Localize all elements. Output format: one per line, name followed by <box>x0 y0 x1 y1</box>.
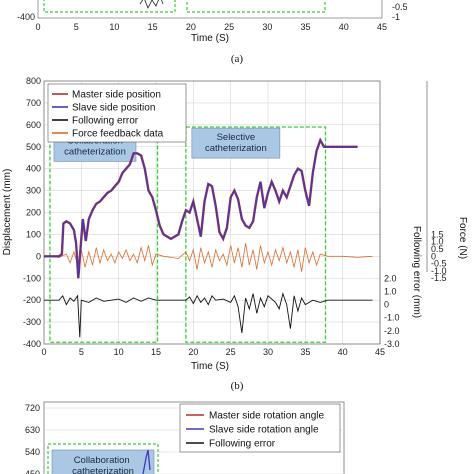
legend-label: Following error <box>72 116 139 127</box>
force-tick-label: -0.5 <box>431 259 447 269</box>
error-tick-label: 1.0 <box>384 286 397 296</box>
top-y-tick: -400 <box>17 12 35 22</box>
bottom-region-label-box <box>51 449 155 474</box>
bottom-chart: 720 630 540 450 Collaboration catheterizati… <box>25 401 345 474</box>
bottom-y-tick-label: 540 <box>25 447 40 457</box>
x-tick-label: 35 <box>300 347 310 357</box>
x-tick-label: 20 <box>188 347 198 357</box>
y-tick-label: 400 <box>26 164 41 174</box>
bottom-legend-label: Following error <box>209 439 276 450</box>
region-label: Selective catheterization <box>205 132 267 154</box>
error-tick-label: 2.0 <box>384 273 397 283</box>
series-following-error <box>44 292 373 338</box>
top-series-trace <box>139 0 164 9</box>
bottom-region-collaboration <box>47 443 159 474</box>
top-x-tick: 45 <box>377 22 387 32</box>
middle-chart: CollaborationcatheterizationSelectivecat… <box>2 76 468 392</box>
bottom-y-tick-label: 630 <box>25 425 40 435</box>
top-x-tick: 0 <box>35 22 40 32</box>
middle-force-ticks: 1.51.00.50-0.5-1.0-1.5 <box>431 229 447 283</box>
top-x-tick: 25 <box>224 22 234 32</box>
top-x-tick: 35 <box>301 22 311 32</box>
top-right-tick: -0.5 <box>392 2 408 12</box>
top-x-axis-label: Time (S) <box>191 33 229 44</box>
middle-x-axis-label: Time (S) <box>191 361 229 372</box>
force-tick-label: -1.5 <box>431 273 447 283</box>
middle-error-axis-label: Following error (mm) <box>411 226 422 318</box>
y-tick-label: 300 <box>26 186 41 196</box>
bottom-slave-trace <box>142 449 151 474</box>
force-tick-label: 0 <box>431 251 436 261</box>
legend-label: Slave side position <box>72 103 155 114</box>
y-tick-label: -100 <box>23 273 41 283</box>
region-label-box <box>191 127 281 159</box>
force-tick-label: 1.5 <box>431 229 444 239</box>
top-right-tick: -1 <box>392 12 400 22</box>
y-tick-label: 700 <box>26 98 41 108</box>
top-x-ticks: 0 5 10 15 20 25 30 35 40 45 <box>35 22 387 32</box>
top-x-tick: 30 <box>262 22 272 32</box>
y-tick-label: -400 <box>23 339 41 349</box>
middle-series <box>43 137 373 338</box>
force-tick-label: 0.5 <box>431 244 444 254</box>
x-tick-label: 25 <box>226 347 236 357</box>
top-region-selective <box>186 0 326 13</box>
bottom-y-ticks: 720 630 540 450 <box>25 403 40 474</box>
error-tick-label: 0 <box>384 300 389 310</box>
region-box <box>49 126 159 343</box>
top-x-tick: 10 <box>109 22 119 32</box>
region-box <box>185 126 327 343</box>
legend-label: Master side position <box>72 90 161 101</box>
error-tick-label: -3.0 <box>384 339 400 349</box>
panel-b-label: (b) <box>231 380 244 392</box>
legend-box <box>47 83 187 143</box>
bottom-plot-frame <box>43 401 345 474</box>
top-x-tick: 20 <box>186 22 196 32</box>
y-tick-label: -200 <box>23 295 41 305</box>
bottom-y-tick-label: 450 <box>25 469 40 474</box>
middle-force-axis-label: Force (N) <box>457 217 468 259</box>
x-tick-label: 30 <box>263 347 273 357</box>
middle-error-ticks: 2.0 1.0 0 -1.0 -2.0 -3.0 <box>384 273 400 349</box>
bottom-legend-label: Master side rotation angle <box>209 411 325 422</box>
legend-label: Force feedback data <box>72 129 164 140</box>
y-tick-label: 100 <box>26 229 41 239</box>
error-tick-label: -1.0 <box>384 313 400 323</box>
panel-a-label: (a) <box>231 53 244 65</box>
series-slave-position <box>44 138 358 279</box>
middle-y-ticks: -400 -300 -200 -100 0 100 200 300 400 500 600 700 80… <box>23 76 41 349</box>
force-tick-label: -1.0 <box>431 266 447 276</box>
bottom-region-label: Collaboration catheterization <box>72 455 134 474</box>
bottom-legend-label: Slave side rotation angle <box>209 425 319 436</box>
x-tick-label: 15 <box>151 347 161 357</box>
middle-y-axis-label: Displacement (mm) <box>2 169 13 256</box>
y-tick-label: 800 <box>26 76 41 86</box>
y-tick-label: 500 <box>26 142 41 152</box>
middle-legend: Master side position Slave side position F… <box>47 83 187 143</box>
y-tick-label: -300 <box>23 317 41 327</box>
middle-x-ticks: 0 5 10 15 20 25 30 35 40 45 <box>41 347 385 357</box>
x-tick-label: 5 <box>79 347 84 357</box>
top-plot-frame <box>37 0 383 19</box>
x-tick-label: 10 <box>114 347 124 357</box>
y-tick-label: 0 <box>36 251 41 261</box>
top-region-collaboration <box>43 0 176 13</box>
bottom-y-tick-label: 720 <box>25 403 40 413</box>
series-force-feedback <box>43 243 373 272</box>
error-tick-label: -2.0 <box>384 326 400 336</box>
bottom-legend-box <box>179 403 341 453</box>
x-tick-label: 0 <box>41 347 46 357</box>
bottom-legend: Master side rotation angle Slave side rot… <box>179 403 341 453</box>
y-tick-label: 600 <box>26 120 41 130</box>
top-x-tick: 15 <box>148 22 158 32</box>
y-tick-label: 200 <box>26 208 41 218</box>
x-tick-label: 40 <box>338 347 348 357</box>
force-tick-label: 1.0 <box>431 237 444 247</box>
top-x-tick: 5 <box>74 22 79 32</box>
x-tick-label: 45 <box>375 347 385 357</box>
top-x-tick: 40 <box>339 22 349 32</box>
top-chart: -400 -0.5 -1 0 5 10 15 20 25 30 35 40 45 Time (S)… <box>17 0 408 65</box>
